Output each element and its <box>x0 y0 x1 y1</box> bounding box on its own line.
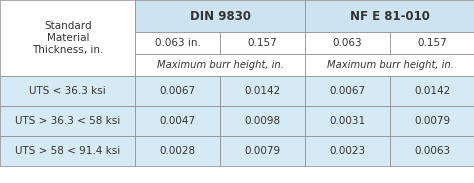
Text: 0.063: 0.063 <box>333 38 363 48</box>
Bar <box>305 106 390 136</box>
Text: 0.0047: 0.0047 <box>160 116 196 126</box>
Text: UTS < 36.3 ksi: UTS < 36.3 ksi <box>29 86 106 96</box>
Text: 0.0079: 0.0079 <box>245 146 281 156</box>
Bar <box>0 0 135 76</box>
Bar <box>220 136 305 166</box>
Text: Maximum burr height, in.: Maximum burr height, in. <box>327 60 454 70</box>
Text: 0.157: 0.157 <box>248 38 277 48</box>
Text: Standard
Material
Thickness, in.: Standard Material Thickness, in. <box>32 21 103 55</box>
Text: 0.0067: 0.0067 <box>329 86 365 96</box>
Text: NF E 81-010: NF E 81-010 <box>350 10 430 23</box>
Text: 0.0063: 0.0063 <box>414 146 451 156</box>
Bar <box>135 0 305 32</box>
Bar <box>220 32 305 54</box>
Text: 0.157: 0.157 <box>418 38 447 48</box>
Text: 0.0142: 0.0142 <box>414 86 451 96</box>
Text: DIN 9830: DIN 9830 <box>190 10 251 23</box>
Bar <box>0 106 135 136</box>
Text: 0.0028: 0.0028 <box>160 146 196 156</box>
Bar <box>390 106 474 136</box>
Bar <box>390 136 474 166</box>
Text: 0.0142: 0.0142 <box>245 86 281 96</box>
Text: Maximum burr height, in.: Maximum burr height, in. <box>157 60 283 70</box>
Bar <box>305 76 390 106</box>
Text: 0.0067: 0.0067 <box>160 86 196 96</box>
Bar <box>305 32 390 54</box>
Text: 0.0098: 0.0098 <box>245 116 281 126</box>
Text: 0.0079: 0.0079 <box>414 116 451 126</box>
Bar <box>305 136 390 166</box>
Text: 0.0031: 0.0031 <box>329 116 365 126</box>
Bar <box>135 106 220 136</box>
Bar <box>135 76 220 106</box>
Bar <box>135 54 305 76</box>
Bar <box>135 32 220 54</box>
Bar <box>305 0 474 32</box>
Bar <box>390 76 474 106</box>
Bar <box>220 106 305 136</box>
Bar <box>305 54 474 76</box>
Text: UTS > 36.3 < 58 ksi: UTS > 36.3 < 58 ksi <box>15 116 120 126</box>
Bar <box>135 136 220 166</box>
Text: 0.0023: 0.0023 <box>329 146 365 156</box>
Text: 0.063 in.: 0.063 in. <box>155 38 201 48</box>
Bar <box>0 76 135 106</box>
Text: UTS > 58 < 91.4 ksi: UTS > 58 < 91.4 ksi <box>15 146 120 156</box>
Bar <box>0 136 135 166</box>
Bar <box>220 76 305 106</box>
Bar <box>390 32 474 54</box>
